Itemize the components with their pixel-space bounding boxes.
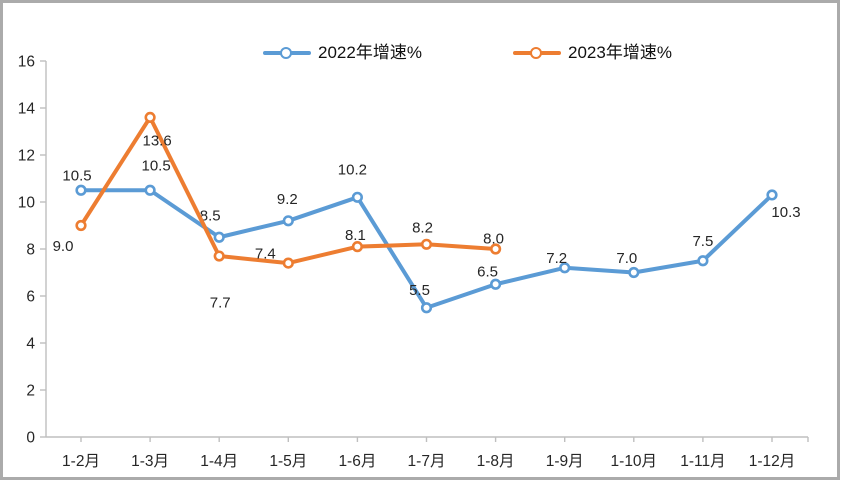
y-axis-tick-label: 8: [26, 241, 35, 258]
data-label: 10.5: [141, 158, 170, 175]
data-point-marker[interactable]: [351, 241, 364, 253]
data-label: 7.2: [546, 250, 567, 267]
data-point-marker[interactable]: [697, 255, 709, 267]
data-label: 10.2: [338, 162, 367, 179]
data-point-marker[interactable]: [490, 278, 502, 290]
x-axis-tick-label: 1-12月: [749, 453, 796, 470]
y-axis-tick-label: 0: [26, 429, 35, 446]
data-point-marker[interactable]: [144, 111, 156, 123]
data-point-marker[interactable]: [75, 184, 87, 196]
data-label: 9.0: [53, 238, 74, 255]
legend-label-2022: 2022年增速%: [318, 43, 422, 62]
x-axis-tick-label: 1-8月: [477, 453, 515, 470]
data-label: 8.5: [200, 208, 221, 225]
legend-marker-2023-line-icon: [513, 46, 561, 59]
data-label: 7.7: [210, 294, 231, 311]
data-label: 5.5: [409, 282, 430, 299]
data-point-marker[interactable]: [144, 184, 156, 196]
legend-item-2022[interactable]: 2022年增速%: [263, 42, 422, 64]
y-axis-tick-label: 10: [18, 194, 36, 211]
data-label: 8.2: [412, 220, 433, 237]
x-axis-tick-label: 1-5月: [269, 453, 307, 470]
y-axis-tick-label: 6: [26, 288, 35, 305]
y-axis-tick-label: 4: [26, 335, 35, 352]
data-point-marker[interactable]: [559, 262, 571, 274]
x-axis-tick-label: 1-10月: [611, 453, 658, 470]
x-axis-tick-label: 1-6月: [338, 453, 376, 470]
data-point-marker[interactable]: [351, 191, 364, 203]
x-axis-tick-label: 1-2月: [62, 453, 100, 470]
data-label: 7.4: [255, 245, 276, 262]
legend-item-2023[interactable]: 2023年增速%: [513, 42, 672, 64]
y-axis-tick-label: 2: [26, 382, 35, 399]
y-axis-tick-label: 14: [18, 100, 36, 117]
legend-label-2023: 2023年增速%: [568, 43, 672, 62]
data-point-marker[interactable]: [213, 231, 225, 243]
x-axis-tick-label: 1-9月: [546, 453, 584, 470]
data-point-marker[interactable]: [420, 302, 433, 314]
data-point-marker[interactable]: [75, 219, 87, 232]
legend-marker-2022-circle-icon: [280, 46, 292, 59]
data-point-marker[interactable]: [282, 215, 294, 227]
data-label: 10.5: [62, 168, 91, 185]
data-label: 10.3: [771, 204, 800, 221]
data-label: 6.5: [477, 264, 498, 281]
data-label: 9.2: [277, 191, 298, 208]
y-axis-tick-label: 16: [18, 53, 35, 70]
data-point-marker[interactable]: [213, 250, 225, 262]
data-label: 7.0: [616, 250, 637, 267]
data-point-marker[interactable]: [420, 238, 433, 250]
y-axis-tick-label: 12: [18, 147, 35, 164]
data-point-marker[interactable]: [490, 243, 502, 255]
data-label: 13.6: [142, 133, 171, 150]
legend-marker-2023-circle-icon: [530, 46, 542, 59]
data-point-marker[interactable]: [766, 189, 778, 201]
data-label: 8.1: [345, 227, 366, 244]
x-axis-tick-label: 1-7月: [408, 453, 446, 470]
data-label: 7.5: [692, 233, 713, 250]
x-axis-tick-label: 1-11月: [680, 453, 725, 470]
data-label: 8.0: [483, 230, 504, 247]
data-point-marker[interactable]: [628, 266, 640, 279]
x-axis-tick-label: 1-3月: [131, 453, 169, 470]
x-axis-tick-label: 1-4月: [200, 453, 238, 470]
data-point-marker[interactable]: [282, 257, 294, 269]
legend-marker-2022-line-icon: [263, 46, 311, 59]
